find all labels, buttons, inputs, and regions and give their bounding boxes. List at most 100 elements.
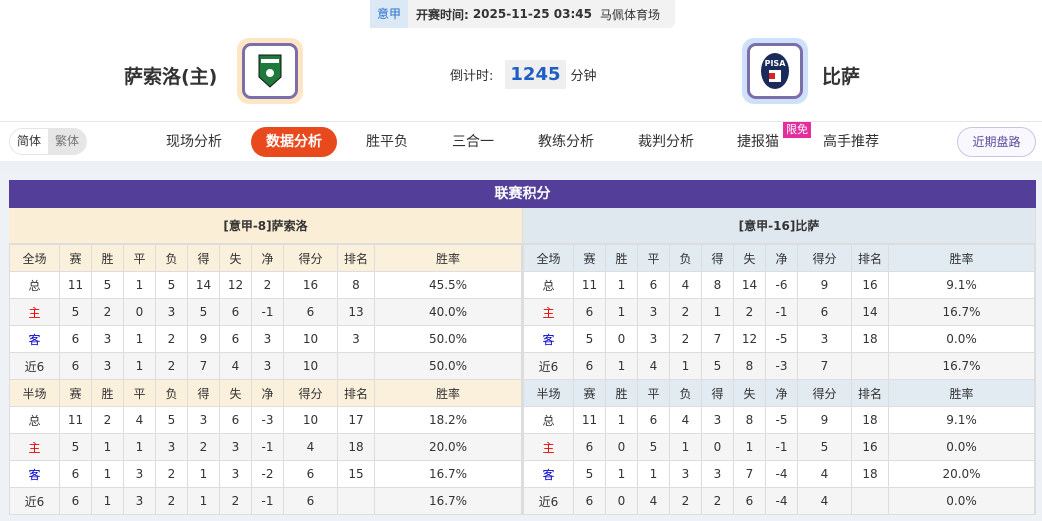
cell [337, 487, 375, 515]
cell: 10 [283, 325, 338, 353]
tab-expert-picks[interactable]: 高手推荐 [823, 134, 879, 150]
home-standings: [意甲-8]萨索洛 全场赛胜平负得失净得分 排名 胜率总 11 5 1 5 14 12 2 16 8 4… [9, 208, 523, 515]
full-header-row: 全场赛胜平负得失净得分 排名 胜率 [523, 244, 1035, 272]
row-label: 近6 [9, 487, 60, 515]
column-header: 排名 [851, 379, 889, 407]
cell: 5 [59, 298, 92, 326]
cell: 1 [91, 460, 124, 488]
column-header: 净 [251, 379, 284, 407]
cell: 1 [701, 298, 734, 326]
column-header: 排名 [337, 379, 375, 407]
home-team-logo[interactable] [237, 38, 303, 104]
cell: 7 [733, 460, 766, 488]
cell: 1 [91, 487, 124, 515]
away-team-logo[interactable]: PISA [742, 38, 808, 104]
table-row: 客 5 0 3 2 7 12 -5 3 18 0.0% [523, 325, 1035, 353]
cell [851, 352, 889, 380]
row-label: 近6 [523, 352, 574, 380]
cell: -1 [765, 433, 798, 461]
cell: -1 [765, 298, 798, 326]
recent-trend-button[interactable]: 近期盘路 [957, 127, 1036, 157]
column-header: 全场 [523, 244, 574, 272]
cell: 1 [91, 433, 124, 461]
column-header: 负 [155, 379, 188, 407]
cell: 2 [91, 298, 124, 326]
column-header: 得 [701, 379, 734, 407]
column-header: 半场 [9, 379, 60, 407]
cell: 1 [669, 433, 702, 461]
row-label: 总 [9, 271, 60, 299]
cell: 1 [605, 460, 638, 488]
venue: 马佩体育场 [599, 7, 660, 22]
cell: 3 [91, 325, 124, 353]
cell: 7 [701, 325, 734, 353]
cell: 7 [797, 352, 852, 380]
cell: 20.0% [888, 460, 1035, 488]
cell: 2 [219, 487, 252, 515]
tab-referee-analysis[interactable]: 裁判分析 [638, 134, 694, 150]
cell: 11 [573, 406, 606, 434]
league-label[interactable]: 意甲 [370, 0, 409, 28]
cell: 7 [187, 352, 220, 380]
column-header: 失 [219, 379, 252, 407]
cell: 11 [573, 271, 606, 299]
cell: 16 [851, 271, 889, 299]
cell: 18 [851, 325, 889, 353]
column-header: 平 [123, 244, 156, 272]
cell: 40.0% [374, 298, 522, 326]
divider [0, 161, 1042, 171]
tab-1x2[interactable]: 胜平负 [366, 134, 408, 150]
cell: 8 [337, 271, 375, 299]
column-header: 胜 [605, 244, 638, 272]
home-team-name[interactable]: 萨索洛(主) [124, 66, 218, 88]
cell: 6 [59, 460, 92, 488]
column-header: 得 [701, 244, 734, 272]
cell: 10 [283, 406, 338, 434]
cell: 1 [187, 460, 220, 488]
cell: 1 [605, 406, 638, 434]
cell: 5 [573, 460, 606, 488]
column-header: 胜 [91, 244, 124, 272]
cell: 16.7% [374, 460, 522, 488]
tab-coach-analysis[interactable]: 教练分析 [538, 134, 594, 150]
cell: 2 [669, 298, 702, 326]
column-header: 得 [187, 379, 220, 407]
cell: 17 [337, 406, 375, 434]
column-header: 得分 [283, 244, 338, 272]
cell: 0 [123, 298, 156, 326]
cell: 1 [123, 352, 156, 380]
away-standings-header: [意甲-16]比萨 [523, 208, 1035, 244]
tab-live-analysis[interactable]: 现场分析 [166, 134, 222, 150]
lang-simplified[interactable]: 简体 [17, 134, 42, 148]
cell: 18.2% [374, 406, 522, 434]
kickoff-time: 2025-11-25 03:45 [472, 7, 592, 21]
cell: 6 [637, 271, 670, 299]
table-row: 近6 6 1 3 2 1 2 -1 6 16.7% [9, 487, 522, 515]
cell: 4 [797, 460, 852, 488]
cell: 3 [187, 406, 220, 434]
countdown: 倒计时: 1245 分钟 [450, 60, 597, 89]
cell: 5 [637, 433, 670, 461]
cell: 9 [187, 325, 220, 353]
column-header: 胜率 [888, 244, 1035, 272]
cell: 0.0% [888, 325, 1035, 353]
column-header: 负 [669, 244, 702, 272]
lang-traditional[interactable]: 繁体 [48, 129, 87, 154]
cell: 45.5% [374, 271, 522, 299]
column-header: 负 [155, 244, 188, 272]
table-row: 主 6 1 3 2 1 2 -1 6 14 16.7% [523, 298, 1035, 326]
cell: 6 [797, 298, 852, 326]
column-header: 胜率 [888, 379, 1035, 407]
column-header: 得分 [283, 379, 338, 407]
cell: -3 [765, 352, 798, 380]
cell: 5 [797, 433, 852, 461]
column-header: 赛 [573, 244, 606, 272]
cell: 16.7% [888, 298, 1035, 326]
table-row: 总 11 2 4 5 3 6 -3 10 17 18.2% [9, 406, 522, 434]
cell: 16.7% [888, 352, 1035, 380]
tab-data-analysis[interactable]: 数据分析 [251, 127, 337, 157]
tab-three-in-one[interactable]: 三合一 [452, 134, 494, 150]
away-team-name[interactable]: 比萨 [822, 66, 861, 88]
tab-jiebaomao[interactable]: 捷报猫 [737, 134, 779, 150]
row-label: 总 [523, 406, 574, 434]
